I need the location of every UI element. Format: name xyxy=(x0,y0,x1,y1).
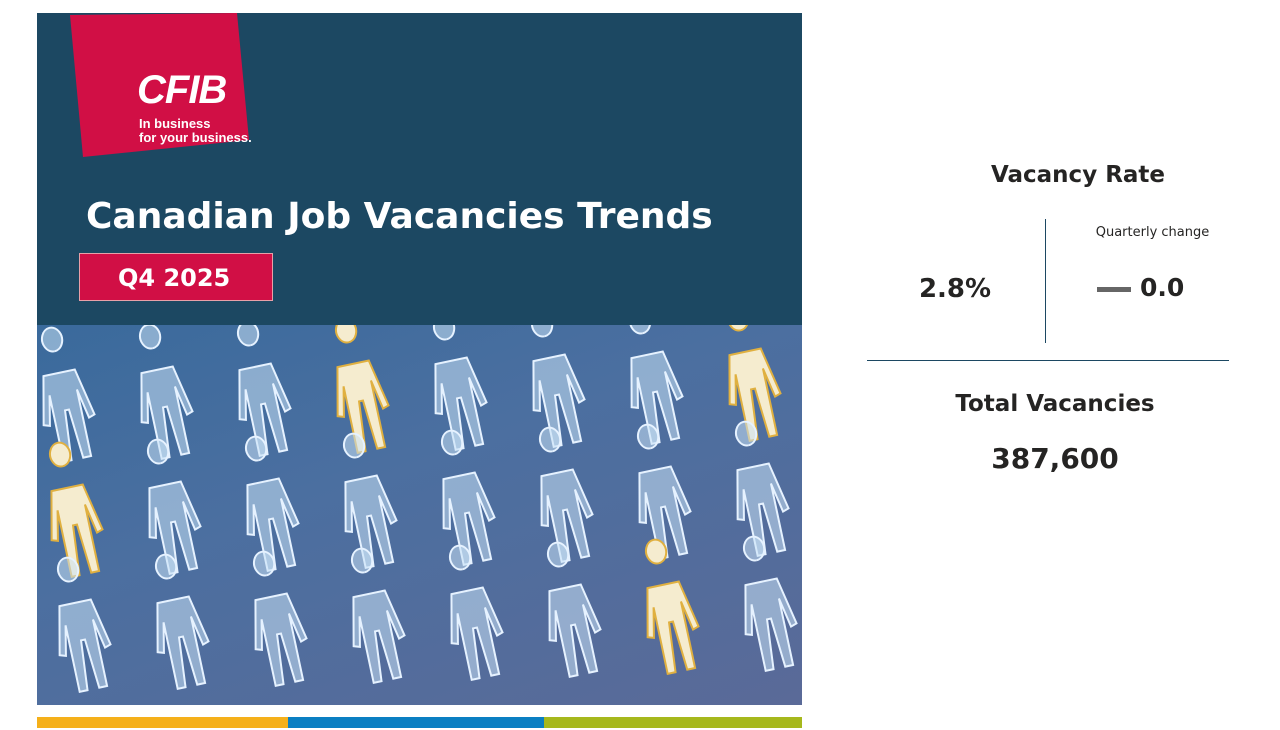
dash-icon xyxy=(1097,287,1131,292)
person-figure xyxy=(236,325,292,458)
person-figure xyxy=(538,426,594,564)
person-figure xyxy=(628,325,684,446)
tagline-line-1: In business xyxy=(139,116,211,131)
quarterly-change-label: Quarterly change xyxy=(1095,225,1210,240)
person-figure xyxy=(432,325,488,452)
person-figure xyxy=(146,438,202,576)
person-figure xyxy=(138,325,194,461)
person-figure xyxy=(350,547,406,685)
person-figure xyxy=(530,325,586,449)
vacancy-rate-value: 2.8% xyxy=(918,274,992,304)
divider-horizontal xyxy=(867,360,1229,361)
quarterly-change-value: 0.0 xyxy=(1140,273,1185,302)
person-figure xyxy=(644,538,700,676)
total-vacancies-label: Total Vacancies xyxy=(955,391,1155,417)
tagline-line-2: for your business. xyxy=(139,130,252,145)
people-illustration xyxy=(37,325,802,705)
vacancy-rate-label: Vacancy Rate xyxy=(990,162,1166,188)
logo-text: CFIB xyxy=(137,68,227,112)
page-title: Canadian Job Vacancies Trends xyxy=(86,196,713,237)
person-figure xyxy=(734,420,790,558)
person-figure xyxy=(448,544,504,682)
person-figure xyxy=(636,423,692,561)
person-figure xyxy=(726,325,782,443)
person-figure xyxy=(742,535,798,673)
person-figure xyxy=(56,556,112,694)
person-figure xyxy=(244,435,300,573)
cfib-logo xyxy=(70,13,249,157)
total-vacancies-value: 387,600 xyxy=(991,442,1119,475)
person-figure xyxy=(40,326,96,464)
person-figure xyxy=(342,432,398,570)
stripe-yellow xyxy=(37,717,288,728)
logo-tagline: In business for your business. xyxy=(139,117,252,145)
person-figure xyxy=(334,325,390,455)
person-figure xyxy=(252,550,308,688)
divider-vertical xyxy=(1045,219,1046,343)
person-figure xyxy=(546,541,602,679)
period-badge: Q4 2025 xyxy=(79,253,273,301)
people-figures xyxy=(40,325,798,694)
stripe-blue xyxy=(288,717,544,728)
person-figure xyxy=(48,441,104,579)
person-figure xyxy=(154,553,210,691)
stripe-green xyxy=(544,717,802,728)
person-figure xyxy=(440,429,496,567)
